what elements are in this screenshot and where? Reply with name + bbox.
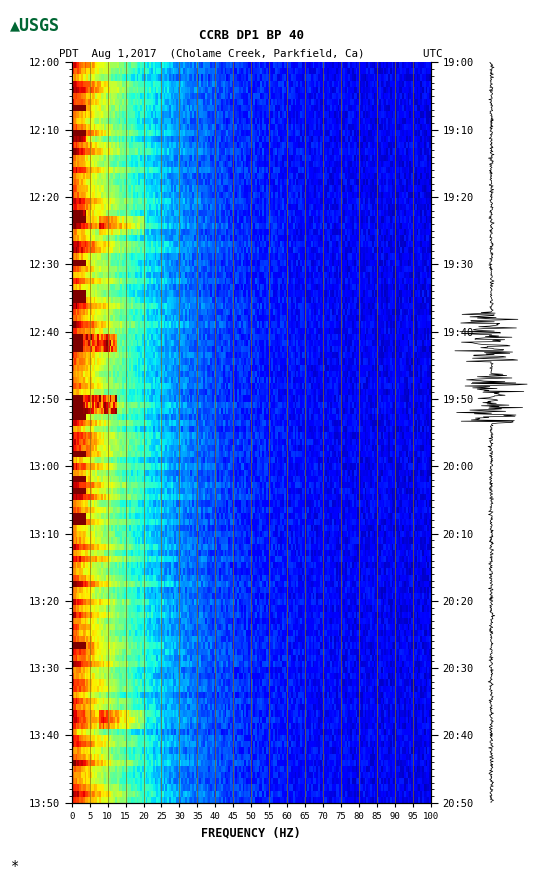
- Text: CCRB DP1 BP 40: CCRB DP1 BP 40: [199, 29, 304, 42]
- Text: PDT  Aug 1,2017  (Cholame Creek, Parkfield, Ca)         UTC: PDT Aug 1,2017 (Cholame Creek, Parkfield…: [60, 48, 443, 59]
- X-axis label: FREQUENCY (HZ): FREQUENCY (HZ): [201, 826, 301, 839]
- Text: *: *: [11, 859, 19, 872]
- Text: ▲USGS: ▲USGS: [10, 16, 60, 34]
